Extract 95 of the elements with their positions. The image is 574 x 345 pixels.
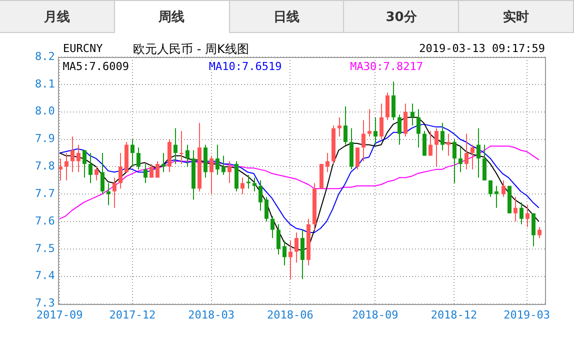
text: 月线 bbox=[0, 0, 115, 33]
candlestick bbox=[264, 196, 269, 222]
candlestick bbox=[428, 130, 433, 156]
candlestick bbox=[356, 146, 360, 170]
candlestick bbox=[482, 144, 487, 181]
candlestick bbox=[106, 182, 111, 206]
candlestick bbox=[531, 212, 536, 247]
candlestick bbox=[374, 116, 378, 146]
candlestick bbox=[100, 152, 105, 195]
candlestick bbox=[130, 138, 135, 168]
x-tick-label: 2018-06 bbox=[266, 308, 314, 322]
candlestick bbox=[452, 138, 457, 184]
candlestick bbox=[519, 202, 524, 225]
candlestick bbox=[258, 180, 263, 212]
candlestick bbox=[174, 128, 178, 164]
candlestick bbox=[422, 130, 427, 156]
candlestick bbox=[362, 120, 366, 162]
candlestick bbox=[464, 133, 469, 170]
y-tick-label: 8.2 bbox=[34, 50, 55, 63]
candlestick bbox=[222, 155, 226, 176]
text: MA5:7.6009 bbox=[62, 60, 129, 73]
candlestick bbox=[270, 216, 275, 238]
candlestick bbox=[344, 106, 348, 146]
candlestick bbox=[416, 108, 421, 148]
candlestick bbox=[458, 146, 463, 173]
candlestick bbox=[326, 152, 330, 173]
candlestick bbox=[58, 158, 63, 181]
x-tick-label: 2018-03 bbox=[188, 308, 234, 322]
candlestick bbox=[513, 196, 518, 222]
y-tick-label: 7.5 bbox=[34, 242, 55, 255]
chart-title: 欧元人民币 - 周K线图 bbox=[133, 42, 249, 56]
x-tick-label: 2018-09 bbox=[352, 308, 398, 322]
y-tick-label: 8.1 bbox=[34, 77, 55, 90]
candlestick bbox=[368, 108, 372, 138]
text: 周线 bbox=[114, 0, 230, 33]
candlestick bbox=[434, 128, 439, 168]
candlestick bbox=[494, 185, 499, 208]
candlestick bbox=[440, 122, 445, 151]
candlestick bbox=[64, 152, 69, 181]
candlestick bbox=[144, 163, 148, 184]
text: 2019-03-13 09:17:59 bbox=[419, 42, 545, 56]
y-tick-label: 7.7 bbox=[34, 186, 55, 200]
x-tick-label: 2018-12 bbox=[430, 308, 478, 322]
candlestick bbox=[338, 116, 342, 138]
candlestick bbox=[470, 144, 475, 170]
y-tick-label: 7.9 bbox=[34, 132, 55, 146]
candlestick bbox=[162, 152, 166, 173]
candlestick bbox=[180, 130, 184, 164]
candlestick bbox=[502, 180, 506, 198]
y-tick-label: 8.0 bbox=[34, 104, 55, 118]
candlestick bbox=[404, 103, 408, 138]
candlestick bbox=[82, 150, 87, 178]
text: 日线 bbox=[230, 0, 344, 33]
candlestick bbox=[537, 226, 542, 238]
candlestick bbox=[392, 81, 396, 121]
candlestick bbox=[488, 180, 493, 198]
y-tick-label: 7.3 bbox=[34, 296, 55, 310]
candlestick bbox=[288, 240, 293, 280]
candlestick bbox=[300, 229, 305, 280]
candlestick bbox=[282, 240, 287, 266]
candlestick bbox=[240, 177, 245, 195]
text: MA30:7.8217 bbox=[350, 60, 424, 73]
candlestick bbox=[210, 155, 214, 195]
text: 实时 bbox=[459, 0, 574, 33]
candlestick bbox=[294, 232, 299, 264]
x-tick-label: 2019-03 bbox=[504, 308, 550, 322]
text: MA10:7.6519 bbox=[208, 60, 282, 73]
candlestick bbox=[398, 114, 402, 146]
candlestick bbox=[70, 136, 75, 173]
candlestick bbox=[276, 224, 281, 255]
x-tick-label: 2017-09 bbox=[36, 308, 83, 322]
candlestick bbox=[150, 163, 154, 178]
text: 30分 bbox=[344, 0, 460, 33]
candlestick bbox=[386, 92, 390, 121]
candlestick bbox=[118, 152, 123, 190]
candlestick bbox=[380, 103, 384, 140]
chart-subtitle: EURCNY bbox=[63, 42, 103, 56]
candlestick bbox=[228, 160, 232, 184]
candlestick bbox=[525, 204, 530, 228]
y-tick-label: 7.4 bbox=[34, 269, 56, 282]
candlestick bbox=[112, 177, 117, 208]
candlestick bbox=[156, 160, 160, 178]
candlestick bbox=[476, 128, 481, 178]
candlestick bbox=[94, 166, 99, 181]
candlestick bbox=[216, 144, 220, 176]
candlestick bbox=[76, 144, 81, 173]
candlestick bbox=[446, 133, 451, 156]
x-tick-label: 2017-12 bbox=[109, 308, 156, 322]
candlestick bbox=[252, 177, 257, 192]
y-tick-label: 7.8 bbox=[34, 160, 55, 173]
candlestick bbox=[410, 103, 415, 126]
y-tick-label: 7.6 bbox=[34, 214, 55, 228]
candlestick bbox=[136, 146, 141, 170]
candlestick bbox=[186, 144, 190, 168]
candlestick bbox=[88, 152, 93, 184]
